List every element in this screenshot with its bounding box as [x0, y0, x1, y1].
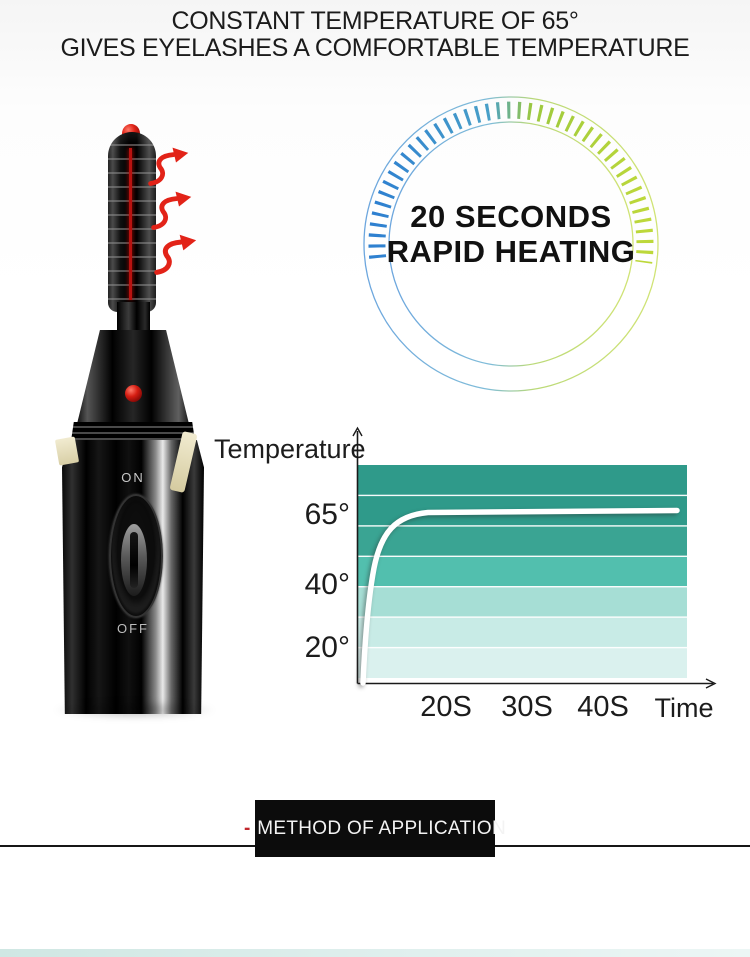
dial-outer-circle [363, 96, 659, 392]
x-axis-title: Time [654, 693, 714, 723]
product-gold-band-left [54, 436, 80, 466]
power-switch-slit [130, 532, 138, 588]
y-tick-40: 40° [304, 568, 350, 601]
product-heater-glow [129, 148, 132, 300]
chart-band [358, 465, 687, 496]
product-brush-wand [108, 132, 156, 312]
chart-y-axis-title: Temperature [214, 434, 366, 464]
temperature-chart [352, 426, 717, 689]
x-tick-30s: 30S [501, 691, 553, 723]
heating-curve-line [360, 507, 680, 686]
chart-band [358, 617, 687, 648]
timer-dial-ring-icon [363, 96, 659, 392]
headline-line1: CONSTANT TEMPERATURE OF 65° [171, 7, 579, 35]
x-tick-40s: 40S [577, 691, 629, 723]
product-shadow [52, 700, 217, 720]
chart-gridlines [358, 494, 687, 649]
banner-label: METHOD OF APPLICATION [257, 817, 507, 839]
dial-caption-line1: 20 SECONDS [410, 199, 612, 234]
y-axis-arrow-icon [352, 426, 363, 437]
banner-dash: - [243, 817, 251, 839]
heat-arrow-icon [151, 191, 192, 230]
dial-inner-circle [388, 121, 634, 367]
chart-band [358, 647, 687, 678]
dial-caption: 20 SECONDS RAPID HEATING [355, 199, 667, 269]
chart-band [358, 586, 687, 618]
product-cone [76, 330, 190, 428]
y-tick-20: 20° [304, 631, 350, 664]
dial-caption-line2: RAPID HEATING [386, 234, 636, 269]
chart-band [358, 556, 687, 587]
y-tick-65: 65° [304, 498, 350, 531]
chart-band [358, 525, 687, 557]
bottom-accent-strip [0, 949, 750, 957]
headline-line2: GIVES EYELASHES A COMFORTABLE TEMPERATUR… [60, 34, 690, 62]
x-axis-arrow-icon [705, 678, 717, 689]
heat-arrow-icon [154, 234, 197, 275]
heat-arrow-icon [148, 147, 189, 186]
product-red-bead [125, 385, 142, 402]
section-banner: - METHOD OF APPLICATION [244, 800, 506, 857]
switch-off-label: OFF [117, 621, 149, 636]
switch-on-label: ON [121, 470, 145, 485]
x-tick-20s: 20S [420, 691, 472, 723]
